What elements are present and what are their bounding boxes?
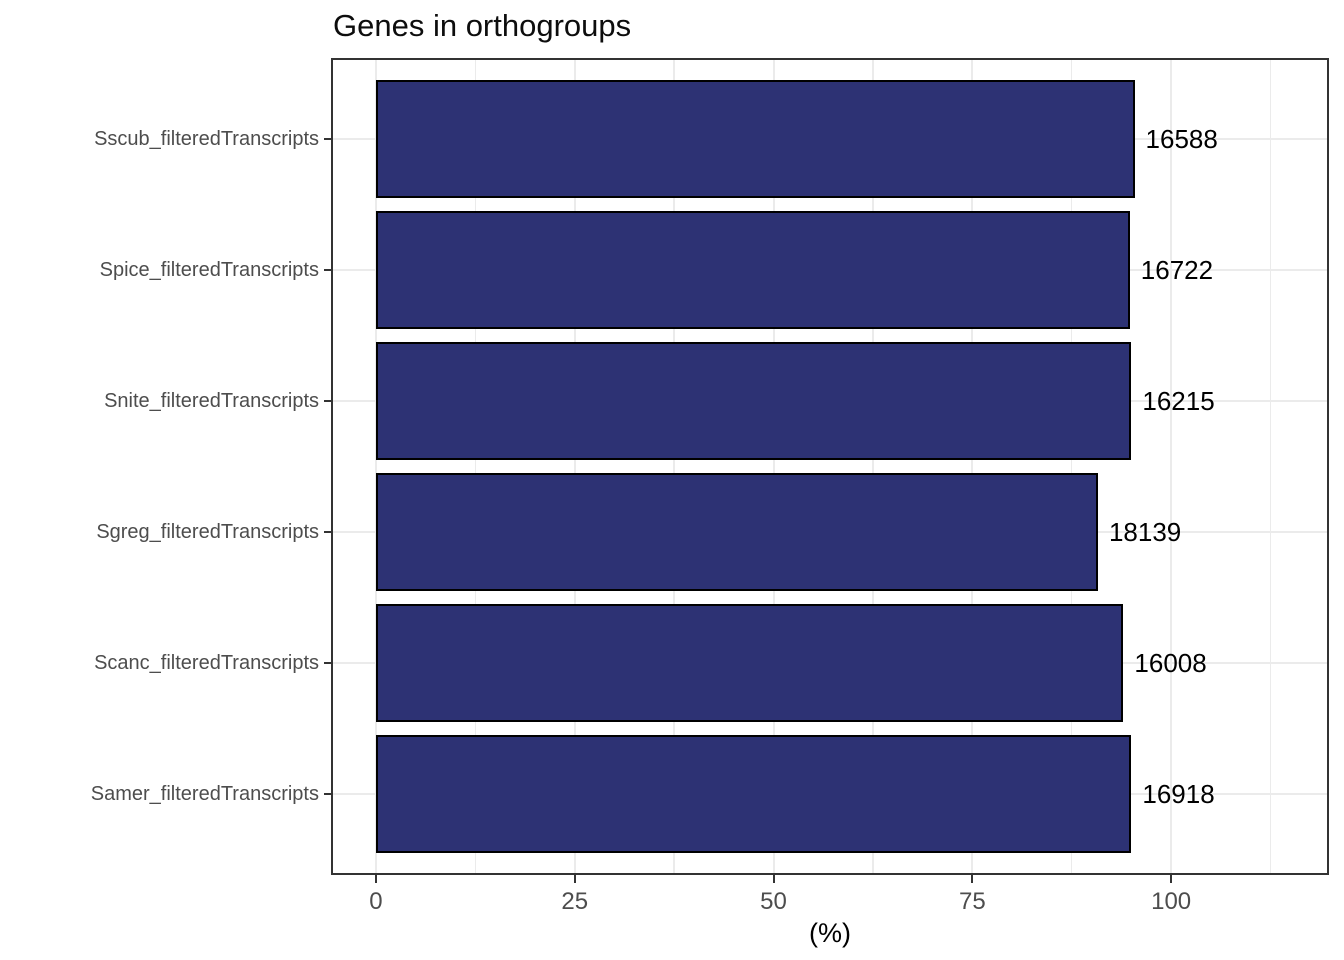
minor-gridline-x <box>1070 60 1073 873</box>
y-tick-label: Scanc_filteredTranscripts <box>94 652 319 675</box>
bar-value-label: 18139 <box>1108 517 1182 548</box>
chart-title: Genes in orthogroups <box>333 8 632 43</box>
x-tick-label: 100 <box>1151 888 1192 915</box>
minor-gridline-x <box>1269 60 1272 873</box>
bar-value-label: 16588 <box>1145 123 1218 154</box>
plot-panel: 16588 16722 16215 18139 16008 16918 <box>331 58 1329 875</box>
x-tick <box>374 875 377 883</box>
bar-value-label: 16215 <box>1142 385 1215 416</box>
bar-value-label: 16722 <box>1140 254 1214 285</box>
minor-gridline-x <box>474 60 477 873</box>
x-tick-label: 50 <box>760 888 787 915</box>
y-tick <box>324 662 332 665</box>
y-tick <box>324 399 332 402</box>
x-tick-label: 0 <box>369 888 383 915</box>
x-tick <box>573 875 576 883</box>
bar <box>375 735 1132 854</box>
bar <box>375 604 1124 723</box>
minor-gridline-x <box>673 60 675 873</box>
y-tick-label: Sgreg_filteredTranscripts <box>96 521 319 544</box>
bar <box>375 473 1098 592</box>
bar <box>375 79 1135 198</box>
major-gridline-x <box>1170 60 1173 873</box>
major-gridline-x <box>374 60 377 873</box>
x-tick <box>1170 875 1173 883</box>
bar-value-label: 16008 <box>1134 648 1207 679</box>
bar-value-label: 16918 <box>1142 779 1215 810</box>
y-tick <box>324 793 332 796</box>
x-tick-label: 25 <box>561 888 589 915</box>
y-tick <box>324 531 332 534</box>
x-axis-title: (%) <box>809 918 851 948</box>
major-gridline-x <box>772 60 775 873</box>
major-gridline-x <box>971 60 974 873</box>
x-tick-label: 75 <box>958 888 986 915</box>
y-tick <box>324 268 332 271</box>
y-tick <box>324 137 332 140</box>
major-gridline-x <box>573 60 576 873</box>
x-tick <box>971 875 974 883</box>
bar <box>375 210 1130 329</box>
bar <box>375 341 1132 460</box>
y-tick-label: Sscub_filteredTranscripts <box>94 127 319 150</box>
y-tick-label: Snite_filteredTranscripts <box>104 389 319 412</box>
minor-gridline-x <box>872 60 874 873</box>
y-tick-label: Spice_filteredTranscripts <box>99 258 319 281</box>
y-tick-label: Samer_filteredTranscripts <box>90 783 319 806</box>
x-tick <box>772 875 775 883</box>
